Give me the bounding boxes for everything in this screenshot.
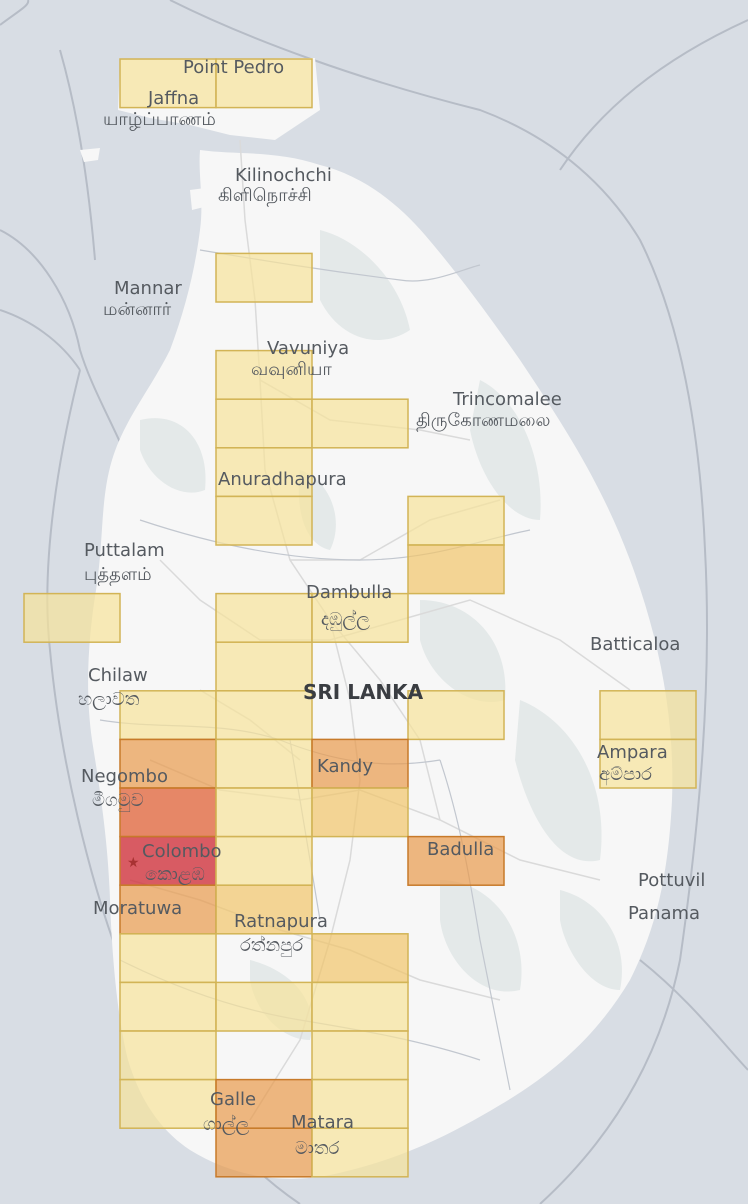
grid-cell[interactable]	[599, 690, 697, 741]
grid-cell[interactable]	[119, 1030, 217, 1081]
label-colombo-local: කොළඹ	[145, 864, 205, 885]
grid-layer	[23, 58, 697, 1178]
grid-cell[interactable]	[215, 787, 313, 838]
grid-cell[interactable]	[215, 690, 313, 741]
grid-cell[interactable]	[215, 592, 313, 643]
grid-cell[interactable]	[215, 447, 313, 498]
label-panama: Panama	[628, 903, 700, 924]
grid-cell[interactable]	[407, 690, 505, 741]
place-labels: Point Pedro Jaffna யாழ்ப்பாணம் Kilinochc…	[78, 57, 705, 1159]
label-ratnapura-local: රත්නපුර	[240, 935, 303, 957]
grid-cell[interactable]	[215, 1127, 313, 1178]
label-negombo-local: මීගමුව	[92, 790, 144, 811]
label-galle: Galle	[210, 1089, 256, 1110]
grid-cell[interactable]	[215, 252, 313, 303]
grid-cell[interactable]	[215, 641, 313, 692]
grid-cell[interactable]	[23, 592, 121, 643]
grid-cell[interactable]	[311, 592, 409, 643]
label-dambulla-local: දඹුල්ල	[321, 609, 370, 630]
label-chilaw-local: හලාවත	[78, 689, 140, 710]
label-anuradhapura: Anuradhapura	[218, 469, 347, 490]
label-kilinochchi-local: கிளிநொச்சி	[218, 185, 312, 207]
label-chilaw: Chilaw	[88, 665, 148, 686]
grid-cell[interactable]	[311, 981, 409, 1032]
grid-cell[interactable]	[119, 690, 217, 741]
label-ratnapura: Ratnapura	[234, 911, 328, 932]
label-trincomalee: Trincomalee	[452, 389, 562, 410]
grid-cell[interactable]	[407, 495, 505, 546]
label-country: SRI LANKA	[303, 680, 424, 704]
label-ampara-local: අම්පාර	[599, 764, 652, 786]
grid-cell[interactable]	[407, 835, 505, 886]
label-puttalam-local: புத்தளம்	[84, 564, 152, 586]
grid-cell[interactable]	[215, 738, 313, 789]
label-jaffna: Jaffna	[147, 88, 199, 109]
mannar-island	[80, 148, 100, 162]
grid-cell[interactable]	[215, 1078, 313, 1129]
grid-cell[interactable]	[119, 981, 217, 1032]
label-galle-local: ගාල්ල	[203, 1114, 250, 1135]
grid-cell[interactable]	[311, 1078, 409, 1129]
grid-cell[interactable]	[119, 738, 217, 789]
label-dambulla: Dambulla	[306, 582, 392, 603]
label-matara: Matara	[291, 1112, 354, 1133]
label-negombo: Negombo	[81, 766, 168, 787]
label-vavuniya-local: வவுனியா	[251, 359, 332, 380]
grid-cell[interactable]	[119, 1078, 217, 1129]
label-trincomalee-local: திருகோணமலை	[416, 410, 551, 432]
label-moratuwa: Moratuwa	[93, 898, 182, 919]
grid-cell[interactable]	[311, 1030, 409, 1081]
capital-star-icon: ★	[127, 855, 140, 871]
label-mannar: Mannar	[114, 278, 182, 299]
label-puttalam: Puttalam	[84, 540, 165, 561]
label-vavuniya: Vavuniya	[267, 338, 349, 359]
grid-cell[interactable]	[215, 884, 313, 935]
grid-cell[interactable]	[311, 738, 409, 789]
grid-cell[interactable]	[311, 1127, 409, 1178]
grid-cell[interactable]	[119, 58, 217, 109]
label-mannar-local: மன்னார்	[103, 299, 172, 320]
label-colombo: Colombo	[142, 841, 222, 862]
grid-cell[interactable]	[215, 835, 313, 886]
label-point-pedro: Point Pedro	[183, 57, 284, 78]
grid-cell[interactable]	[215, 981, 313, 1032]
grid-cell[interactable]	[119, 933, 217, 984]
label-kandy: Kandy	[317, 756, 373, 777]
label-batticaloa: Batticaloa	[590, 634, 680, 655]
grid-cell[interactable]	[215, 398, 313, 449]
label-matara-local: මාතර	[295, 1138, 339, 1159]
grid-cell[interactable]	[215, 495, 313, 546]
label-pottuvil: Pottuvil	[638, 870, 705, 891]
grid-cell[interactable]	[311, 398, 409, 449]
label-kilinochchi: Kilinochchi	[235, 165, 332, 186]
grid-cell[interactable]	[215, 58, 313, 109]
grid-cell[interactable]	[311, 787, 409, 838]
grid-cell[interactable]	[311, 933, 409, 984]
grid-cell[interactable]	[407, 544, 505, 595]
grid-cell[interactable]	[599, 738, 697, 789]
label-ampara: Ampara	[597, 742, 668, 763]
label-jaffna-local: யாழ்ப்பாணம்	[103, 109, 216, 131]
label-badulla: Badulla	[427, 839, 494, 860]
